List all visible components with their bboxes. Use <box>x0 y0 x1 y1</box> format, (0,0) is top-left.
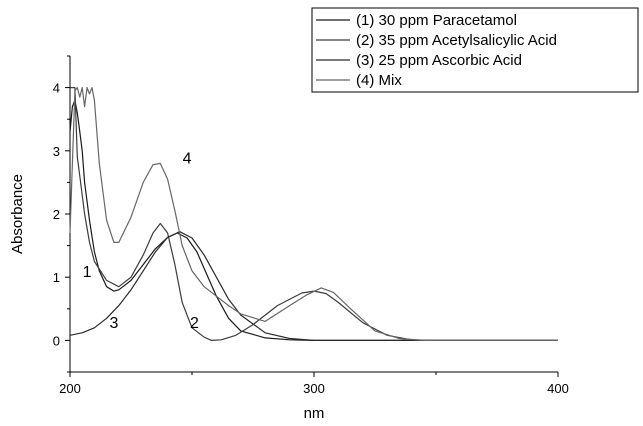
curve-label-3: 3 <box>109 315 118 332</box>
legend-entry: (4) Mix <box>356 72 402 89</box>
legend-entry: (1) 30 ppm Paracetamol <box>356 12 517 29</box>
y-tick-label: 0 <box>53 333 60 348</box>
y-axis-title: Absorbance <box>9 174 26 254</box>
x-axis-title: nm <box>304 405 325 421</box>
curves <box>69 87 558 341</box>
axes <box>69 56 558 373</box>
series-3-curve <box>69 231 558 341</box>
series-4-curve <box>69 87 558 341</box>
series-2-curve <box>70 87 558 341</box>
curve-labels: 1 2 3 4 <box>83 150 199 331</box>
legend-entry: (2) 35 ppm Acetylsalicylic Acid <box>356 32 557 49</box>
curve-label-2: 2 <box>190 315 199 332</box>
tick-marks: 0 1 2 3 4 200 300 400 <box>53 55 569 396</box>
curve-label-4: 4 <box>183 150 192 167</box>
y-tick-label: 2 <box>53 207 60 222</box>
curve-label-1: 1 <box>83 264 92 281</box>
x-tick-label: 400 <box>547 381 569 396</box>
x-tick-label: 300 <box>303 381 325 396</box>
y-tick-label: 3 <box>53 144 60 159</box>
legend-entry: (3) 25 ppm Ascorbic Acid <box>356 52 522 69</box>
y-tick-label: 1 <box>53 270 60 285</box>
series-1-curve <box>69 99 558 341</box>
y-tick-label: 4 <box>53 81 60 96</box>
legend: (1) 30 ppm Paracetamol (2) 35 ppm Acetyls… <box>311 7 639 93</box>
x-tick-label: 200 <box>59 381 81 396</box>
legend-box <box>311 7 639 93</box>
